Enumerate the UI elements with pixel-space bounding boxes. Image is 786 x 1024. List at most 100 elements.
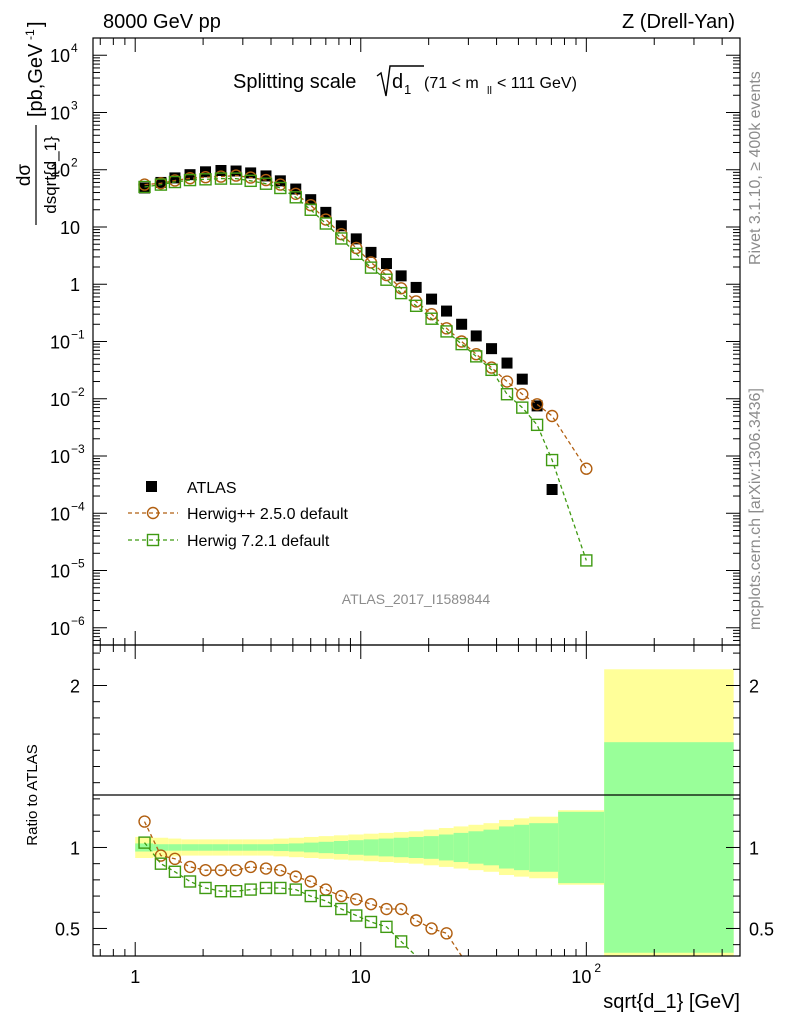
herwig7-point — [500, 388, 514, 401]
atlas-point — [470, 330, 482, 342]
legend-marker-atlas — [146, 481, 157, 492]
atlas-point — [380, 258, 392, 270]
legend-marker-herwig7 — [146, 533, 160, 547]
herwig7-point — [154, 178, 168, 191]
band-inner-bin — [529, 823, 559, 872]
band-inner-bin — [468, 831, 484, 864]
herwig7-point — [409, 299, 423, 313]
ratio-herwigpp-point — [274, 863, 287, 877]
analysis-watermark: ATLAS_2017_I1589844 — [342, 591, 491, 607]
ratio-herwigpp-point — [425, 922, 438, 935]
band-inner-bin — [498, 826, 515, 869]
y-tick-label-exp: 3 — [71, 98, 78, 112]
ratio-herwigpp-point — [229, 863, 243, 877]
band-inner-bin — [348, 840, 364, 855]
y-tick-label-exp: −3 — [71, 442, 85, 456]
band-inner-bin — [514, 824, 530, 871]
atlas-point — [546, 484, 558, 496]
herwig7-point — [516, 401, 529, 414]
y-tick-label: 10 — [60, 218, 80, 238]
band-inner-bin — [198, 844, 213, 851]
herwig7-point — [244, 174, 257, 188]
ratio-panel: 1 10 10 22 21 10.5 0.5 — [55, 644, 774, 987]
atlas-point — [139, 182, 151, 194]
band-inner-bin — [604, 742, 734, 953]
y-tick-label: 10 — [50, 103, 70, 123]
y-tick-label-exp: −2 — [71, 385, 85, 399]
x-tick-label: 10 — [571, 967, 591, 987]
herwig7-point — [350, 247, 363, 261]
herwigpp-point — [545, 409, 559, 423]
plot-title-main: Splitting scale — [233, 71, 356, 93]
y-tick-label: 10 — [50, 333, 70, 353]
band-inner-bin — [168, 844, 182, 851]
ratio-herwig7-point — [229, 885, 243, 898]
legend-label-herwigpp: Herwig++ 2.5.0 default — [187, 506, 349, 523]
herwig7-point — [380, 273, 393, 286]
ratio-axis-ticks: 1 10 10 22 21 10.5 0.5 — [55, 645, 774, 987]
herwig7-point — [304, 203, 317, 216]
plot-title: Splitting scale d 1 (71 < m ll < 111 GeV… — [233, 65, 577, 97]
x-tick-label-exp: 2 — [594, 961, 601, 975]
y-tick-label-exp: 4 — [71, 41, 78, 55]
atlas-point — [531, 400, 543, 412]
herwig7-point — [530, 418, 544, 432]
atlas-point — [169, 172, 181, 184]
ratio-y-tick-label: 2 — [70, 676, 80, 696]
herwigpp-point — [500, 375, 514, 388]
ratio-herwigpp-point — [244, 860, 257, 874]
herwig7-point — [425, 312, 438, 325]
main-frame — [92, 37, 741, 646]
band-inner-bin — [423, 836, 439, 859]
y-tick-label: 10 — [50, 504, 70, 524]
ratio-herwig7-point — [183, 875, 197, 888]
main-ylabel: dσ dsqrt{d_1} [pb,GeV -1 ] — [14, 21, 60, 225]
ratio-herwig7-point — [364, 915, 378, 929]
plot-title-range-close: < 111 GeV) — [497, 75, 577, 92]
ratio-herwigpp-point — [168, 852, 182, 866]
atlas-point — [365, 246, 377, 258]
legend: ATLAS Herwig++ 2.5.0 default Herwig 7.2.… — [128, 480, 349, 550]
ratio-y-tick-label-right: 2 — [749, 676, 759, 696]
x-tick-label: 1 — [130, 967, 140, 987]
ratio-y-tick-label: 0.5 — [55, 919, 80, 939]
ratio-herwigpp-point — [440, 927, 453, 940]
ratio-herwigpp-point — [304, 875, 317, 888]
band-inner-bin — [181, 844, 199, 851]
y-tick-label: 1 — [70, 275, 80, 295]
ylabel-units: [pb,GeV — [25, 43, 47, 117]
y-tick-label-exp: −6 — [71, 614, 85, 628]
plot-title-range-sub: ll — [487, 85, 492, 97]
herwig7-point — [199, 173, 212, 186]
band-inner-bin — [333, 840, 349, 854]
legend-label-herwig7: Herwig 7.2.1 default — [187, 533, 330, 550]
ratio-herwigpp-point — [394, 902, 408, 916]
legend-marker-herwigpp — [146, 506, 160, 520]
atlas-point — [350, 233, 362, 245]
herwig7-point — [229, 172, 243, 185]
herwig7-point — [289, 191, 302, 204]
atlas-point — [486, 343, 498, 355]
atlas-point — [410, 281, 422, 293]
herwig7-point — [485, 363, 498, 377]
y-tick-label-exp: −1 — [71, 328, 85, 342]
ratio-herwig7-point — [350, 909, 363, 922]
herwig7-point — [319, 217, 333, 230]
series-line-1 — [144, 174, 587, 470]
herwig7-point — [335, 232, 348, 245]
mcplots-label: mcplots.cern.ch [arXiv:1306.3436] — [747, 388, 764, 630]
herwig7-point — [259, 177, 273, 190]
band-inner-bin — [438, 834, 454, 861]
plot-title-range: (71 < m — [424, 75, 479, 92]
ylabel-units-sup: -1 — [23, 29, 37, 40]
ratio-herwigpp-point — [183, 860, 197, 874]
y-tick-label-exp: −4 — [71, 499, 85, 513]
ratio-uncertainty-band — [135, 669, 734, 956]
atlas-point — [426, 293, 438, 305]
atlas-point — [245, 167, 257, 179]
plot-title-subscript: 1 — [404, 82, 411, 97]
legend-label-atlas: ATLAS — [187, 480, 237, 497]
herwig7-point — [183, 173, 197, 187]
band-inner-bin — [363, 839, 379, 856]
